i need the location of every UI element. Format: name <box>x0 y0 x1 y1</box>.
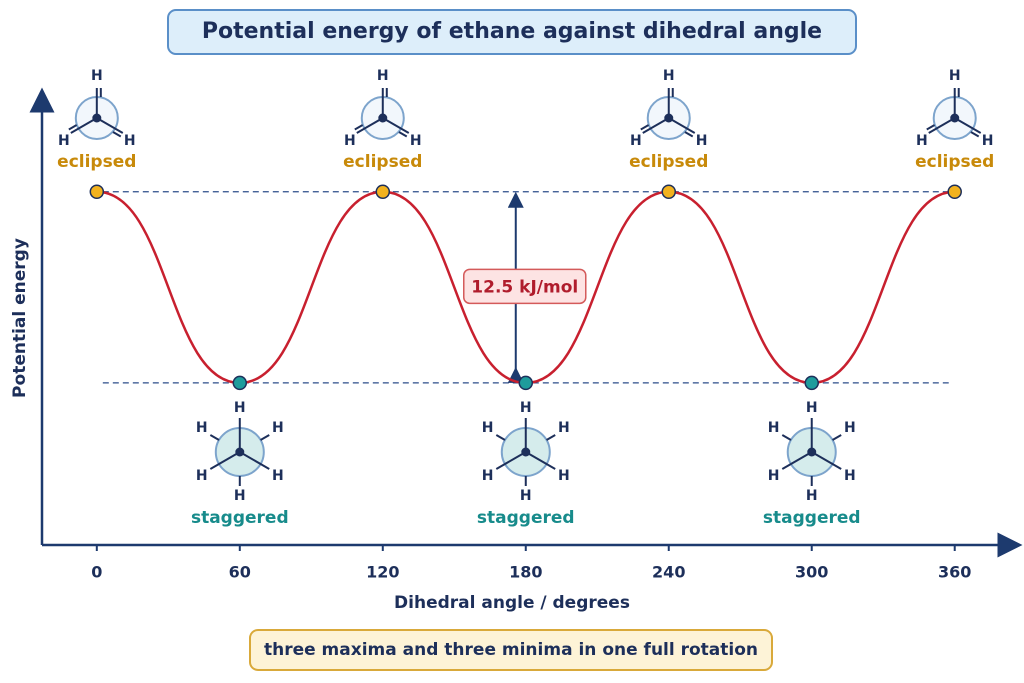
atom-label: H <box>844 420 856 436</box>
atom-label: H <box>272 420 284 436</box>
bond <box>832 434 842 441</box>
title-box <box>167 9 857 55</box>
note: three maxima and three minima in one ful… <box>264 640 758 660</box>
atom-label: H <box>482 468 494 484</box>
newman-center <box>235 447 245 457</box>
atom-label: H <box>234 488 246 504</box>
bond <box>525 451 556 470</box>
point <box>232 375 248 391</box>
atom-label: H <box>482 420 494 436</box>
atom-label: H <box>410 133 422 149</box>
chart-title: Potential energy of ethane against dihed… <box>202 19 822 44</box>
bond <box>209 451 241 470</box>
atom-label: H <box>663 68 675 84</box>
x-tick-label: 240 <box>652 563 685 582</box>
newman-center <box>664 113 674 123</box>
conformer-label: staggered <box>477 508 575 528</box>
bond <box>495 434 506 441</box>
conformer-label: eclipsed <box>629 152 708 172</box>
atom-label: H <box>982 133 994 149</box>
atom-label: H <box>196 468 208 484</box>
bond <box>781 451 813 470</box>
atom-label: H <box>844 468 856 484</box>
atom-label: H <box>520 400 532 416</box>
x-tick-label: 120 <box>366 563 399 582</box>
newman-center <box>92 113 102 123</box>
conformer-label: eclipsed <box>343 152 422 172</box>
conformer-label: eclipsed <box>915 152 994 172</box>
atom-label: H <box>520 488 532 504</box>
bond <box>68 124 78 131</box>
atom-label: H <box>58 133 70 149</box>
bond <box>781 434 792 441</box>
atom-label: H <box>196 420 208 436</box>
bond <box>356 117 384 134</box>
x-tick-label: 180 <box>509 563 542 582</box>
x-tick-label: 300 <box>795 563 828 582</box>
point <box>518 375 534 391</box>
bond <box>70 117 98 134</box>
bond <box>926 124 936 131</box>
bond <box>239 451 270 470</box>
annotation: 12.5 kJ/mol <box>471 277 578 297</box>
atom-label: H <box>377 68 389 84</box>
note-box <box>249 629 773 671</box>
atom-label: H <box>768 420 780 436</box>
bond <box>970 131 980 138</box>
atom-label: H <box>916 133 928 149</box>
bond <box>811 451 842 470</box>
atom-label: H <box>91 68 103 84</box>
bond <box>668 117 696 134</box>
newman-center <box>950 113 960 123</box>
bond <box>684 131 694 138</box>
bond <box>382 117 410 134</box>
bond <box>398 131 408 138</box>
atom-label: H <box>558 468 570 484</box>
conformer-label: eclipsed <box>57 152 136 172</box>
atom-label: H <box>806 400 818 416</box>
x-tick-label: 60 <box>229 563 251 582</box>
newman-center <box>807 447 817 457</box>
point <box>89 184 105 200</box>
conformer-label: staggered <box>191 508 289 528</box>
atom-label: H <box>768 468 780 484</box>
y-axis-label: Potential energy <box>10 238 30 398</box>
atom-label: H <box>558 420 570 436</box>
point <box>375 184 391 200</box>
bond <box>209 434 220 441</box>
bond <box>354 124 364 131</box>
point <box>661 184 677 200</box>
atom-label: H <box>124 133 136 149</box>
conformer-label: staggered <box>763 508 861 528</box>
x-tick-label: 0 <box>91 563 102 582</box>
atom-label: H <box>272 468 284 484</box>
bond <box>642 117 670 134</box>
bond <box>260 434 270 441</box>
atom-label: H <box>234 400 246 416</box>
atom-label: H <box>949 68 961 84</box>
bond <box>954 117 982 134</box>
atom-label: H <box>344 133 356 149</box>
bond <box>928 117 956 134</box>
point <box>947 184 962 200</box>
atom-label: H <box>696 133 708 149</box>
newman-center <box>378 113 388 123</box>
annotation-box <box>463 268 587 305</box>
x-axis-label: Dihedral angle / degrees <box>394 593 630 613</box>
bond <box>96 117 124 134</box>
bond <box>546 434 556 441</box>
atom-label: H <box>806 488 818 504</box>
bond <box>112 131 122 138</box>
bond <box>640 124 650 131</box>
point <box>804 375 819 391</box>
bond <box>495 451 527 470</box>
x-tick-label: 360 <box>938 563 971 582</box>
newman-center <box>521 447 531 457</box>
atom-label: H <box>630 133 642 149</box>
